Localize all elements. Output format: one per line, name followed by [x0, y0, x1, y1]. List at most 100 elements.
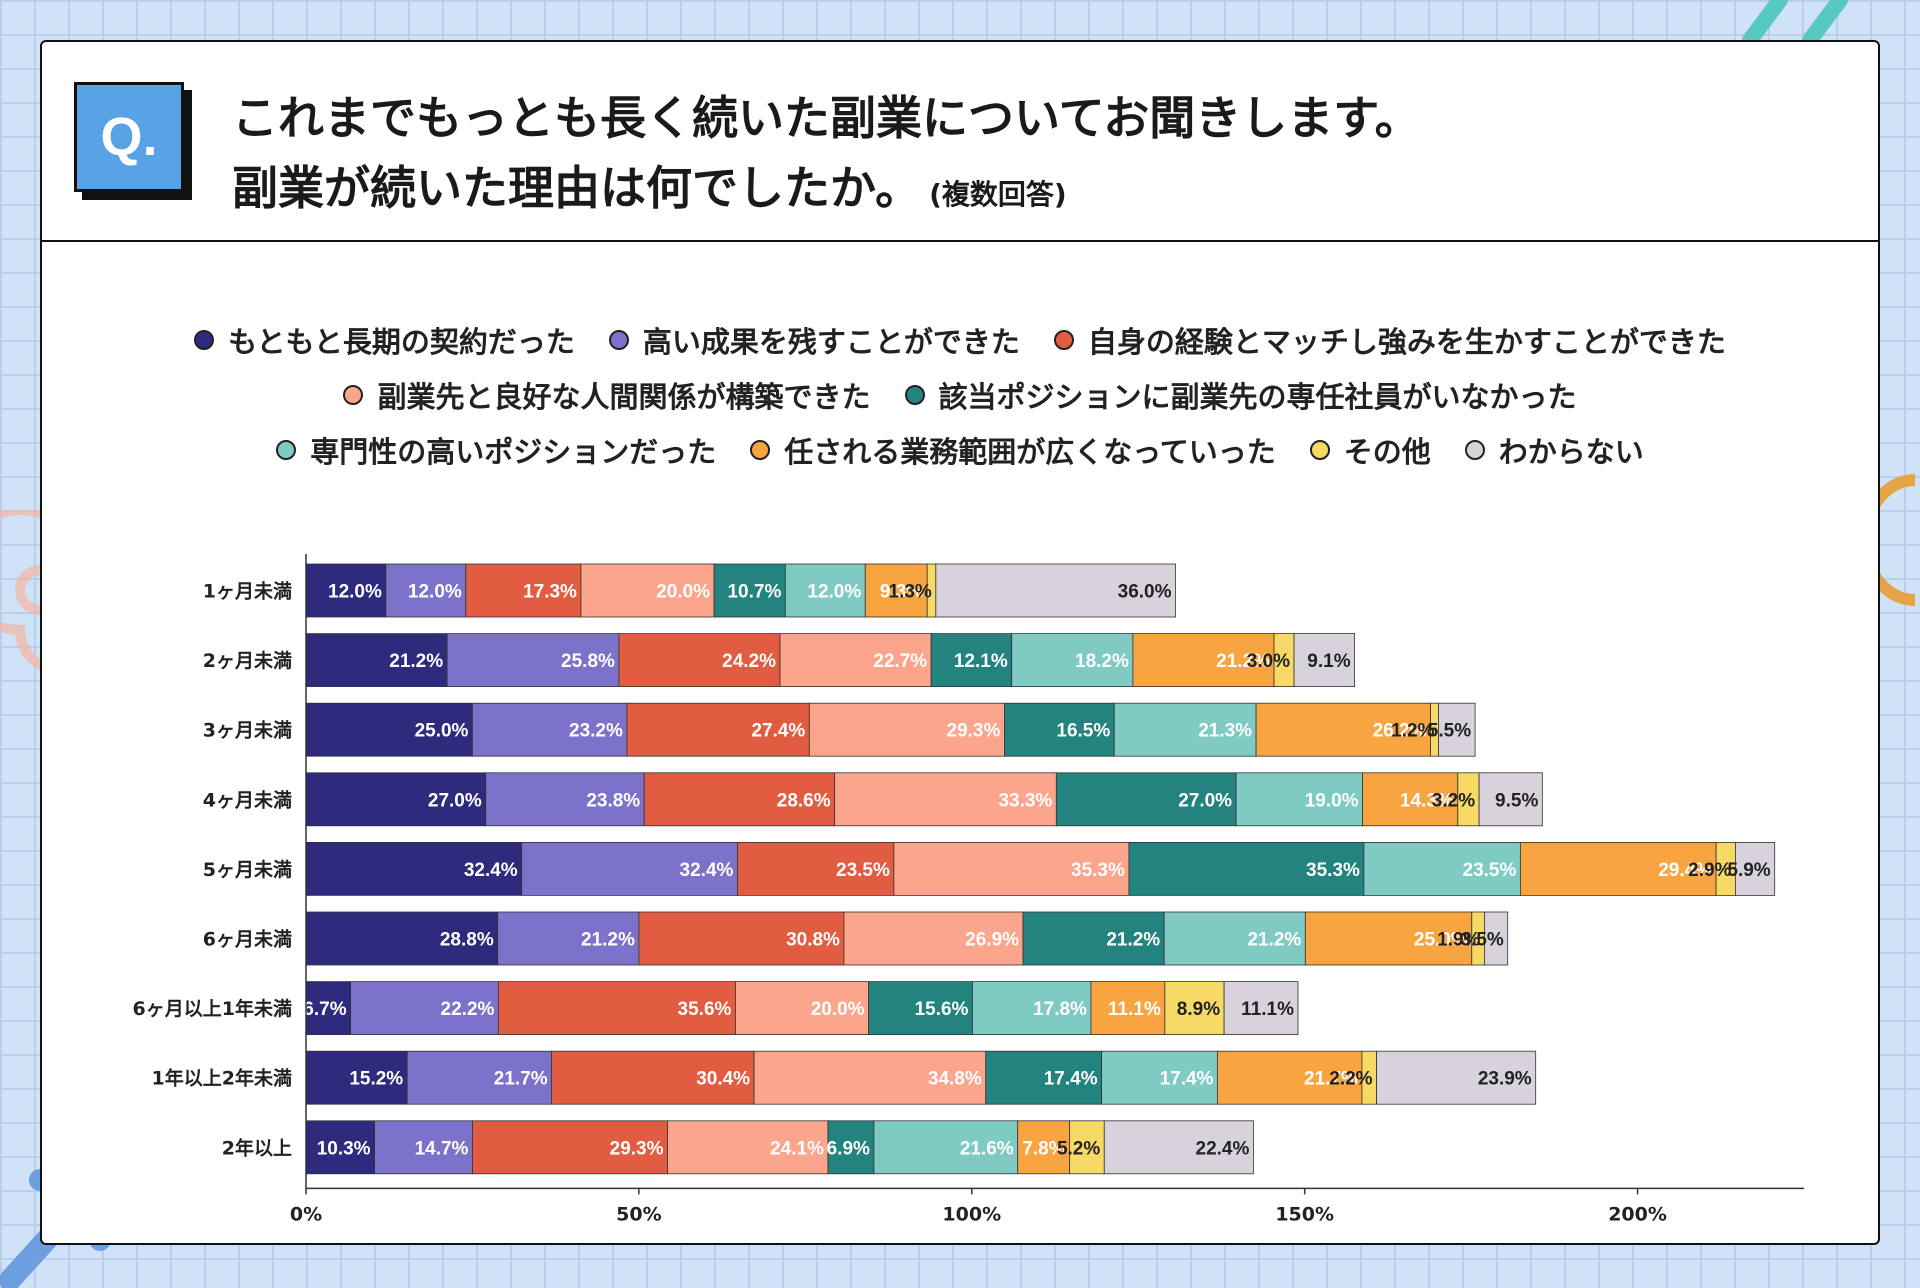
legend-label: その他: [1343, 434, 1431, 469]
bar-segment: [1484, 911, 1509, 966]
data-label: 21.7%: [1304, 1069, 1358, 1090]
bar-segment: [985, 1050, 1103, 1105]
data-label: 21.2%: [389, 651, 443, 672]
data-label: 23.8%: [586, 790, 640, 811]
data-label: 9.5%: [1495, 790, 1538, 811]
legend-item: 自身の経験とマッチし強みを生かすことができた: [1053, 319, 1726, 361]
data-label: 17.3%: [523, 582, 577, 603]
bar-segment: [1293, 633, 1356, 687]
bar-segment: [713, 563, 786, 618]
legend-label: 自身の経験とマッチし強みを生かすことができた: [1087, 324, 1726, 359]
question-header: Q. これまでもっとも長く続いた副業についてお聞きします。 副業が続いた理由は何…: [42, 42, 1878, 242]
legend-marker: [276, 439, 297, 460]
bar-segment: [827, 1120, 875, 1175]
data-label: 11.1%: [1108, 999, 1161, 1020]
bar-segment: [305, 772, 487, 827]
bar-segment: [1478, 772, 1543, 827]
bar-segment: [1004, 702, 1115, 757]
legend-item: もともと長期の契約だった: [194, 319, 575, 361]
category-label: 1ヶ月未満: [203, 580, 292, 603]
question-title-line2: 副業が続いた理由は何でしたか。 (複数回答): [232, 152, 1067, 218]
data-label: 3.5%: [1460, 930, 1503, 951]
bar-segment: [873, 1120, 1019, 1175]
legend-row: 副業先と良好な人間関係が構築できた 該当ポジションに副業先の専任社員がいなかった: [42, 367, 1878, 422]
data-label: 30.4%: [696, 1069, 750, 1090]
data-label: 16.5%: [1056, 721, 1110, 742]
bar-segment: [784, 563, 866, 618]
bar-segment: [667, 1120, 829, 1175]
legend-marker: [1309, 439, 1330, 460]
data-label: 10.7%: [727, 582, 781, 603]
category-label: 2年以上: [222, 1136, 292, 1159]
data-label: 26.2%: [1373, 721, 1427, 742]
legend-row: もともと長期の契約だった 高い成果を残すことができた 自身の経験とマッチし強みを生か…: [42, 312, 1878, 367]
legend-marker: [1464, 439, 1485, 460]
data-label: 29.3%: [947, 721, 1001, 742]
legend-item: その他: [1309, 429, 1431, 471]
data-label: 27.0%: [1178, 790, 1232, 811]
bar-segment: [1128, 841, 1365, 896]
data-label: 9.1%: [1307, 651, 1350, 672]
data-label: 8.9%: [1177, 999, 1220, 1020]
bar-segment: [305, 702, 473, 757]
question-title-text: 副業が続いた理由は何でしたか。: [232, 161, 922, 215]
data-label: 6.7%: [303, 999, 346, 1020]
data-label: 29.4%: [1658, 860, 1712, 881]
chart-legend: もともと長期の契約だった 高い成果を残すことができた 自身の経験とマッチし強みを生か…: [42, 312, 1878, 477]
data-label: 9.3%: [880, 582, 923, 603]
legend-marker: [608, 329, 629, 350]
legend-label: 該当ポジションに副業先の専任社員がいなかった: [938, 379, 1577, 414]
data-label: 22.2%: [441, 999, 495, 1020]
data-label: 24.1%: [770, 1138, 824, 1159]
data-label: 2.9%: [1688, 860, 1731, 881]
legend-label: もともと長期の契約だった: [228, 324, 575, 359]
data-label: 5.2%: [1057, 1138, 1100, 1159]
bar-segment: [1376, 1050, 1537, 1105]
question-card: Q. これまでもっとも長く続いた副業についてお聞きします。 副業が続いた理由は何…: [40, 40, 1880, 1245]
legend-marker: [343, 384, 364, 405]
category-label: 4ヶ月未満: [203, 788, 292, 811]
data-label: 25.0%: [415, 721, 469, 742]
bar-segment: [1735, 841, 1776, 896]
data-label: 12.0%: [408, 582, 462, 603]
bar-segment: [935, 563, 1176, 618]
bar-segment: [305, 633, 448, 687]
data-label: 26.9%: [965, 930, 1019, 951]
data-label: 27.0%: [428, 790, 482, 811]
data-label: 17.4%: [1160, 1069, 1214, 1090]
bar-segment: [305, 841, 523, 896]
data-label: 18.2%: [1075, 651, 1129, 672]
category-label: 6ヶ月未満: [203, 928, 292, 951]
bar-segment: [735, 981, 869, 1036]
data-label: 12.0%: [328, 582, 382, 603]
legend-marker: [750, 439, 771, 460]
legend-item: 副業先と良好な人間関係が構築できた: [343, 374, 871, 416]
legend-marker: [1053, 329, 1074, 350]
bar-segment: [385, 563, 467, 618]
bar-segment: [1132, 633, 1275, 687]
category-label: 2ヶ月未満: [203, 649, 292, 672]
bar-segment: [1164, 981, 1225, 1036]
bar-segment: [485, 772, 645, 827]
bar-segment: [1223, 981, 1299, 1036]
legend-label: 任される業務範囲が広くなっていった: [784, 434, 1276, 469]
bar-segment: [808, 702, 1005, 757]
bar-segment: [580, 563, 715, 618]
x-tick-label: 100%: [942, 1203, 1001, 1225]
bar-segment: [737, 841, 895, 896]
bar-segment: [1217, 1050, 1363, 1105]
bar-segment: [1113, 702, 1257, 757]
legend-item: 高い成果を残すことができた: [608, 319, 1020, 361]
category-label: 6ヶ月以上1年未満: [133, 997, 292, 1020]
data-label: 35.3%: [1071, 860, 1125, 881]
legend-item: わからない: [1464, 429, 1644, 471]
bar-segment: [374, 1120, 473, 1175]
data-label: 6.9%: [827, 1138, 870, 1159]
data-label: 20.0%: [656, 582, 710, 603]
bar-segment: [1235, 772, 1363, 827]
stacked-bar-chart: 1ヶ月未満 12.0% 12.0% 17.3% 20.0% 10.7% 12.0% 9.3%1…: [133, 554, 1804, 1225]
data-label: 23.9%: [1478, 1069, 1532, 1090]
legend-marker: [904, 384, 925, 405]
bar-segment: [643, 772, 836, 827]
data-label: 15.2%: [349, 1069, 403, 1090]
